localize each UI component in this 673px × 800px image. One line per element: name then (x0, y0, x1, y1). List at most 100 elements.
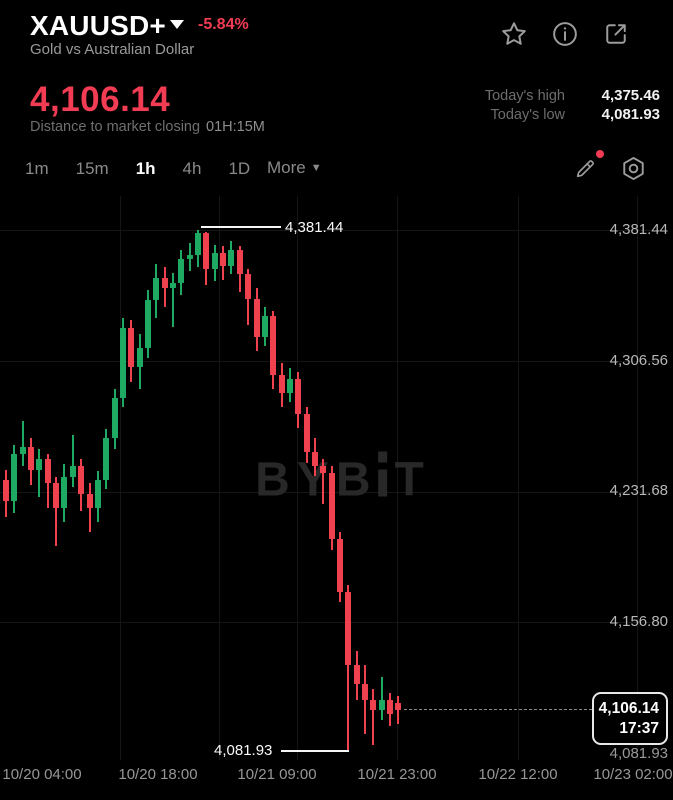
candle-body (44, 459, 51, 484)
symbol-subtitle: Gold vs Australian Dollar (30, 41, 195, 58)
today-high-value: 4,375.46 (601, 87, 660, 104)
timeframe-tab-1m[interactable]: 1m (25, 159, 49, 178)
chart-settings-gear-icon[interactable] (620, 155, 645, 181)
candle-body (220, 253, 227, 266)
more-timeframes-button[interactable]: More ▼ (267, 158, 322, 178)
candle-body (86, 493, 93, 508)
candle-body (144, 300, 151, 348)
candle-wick (322, 459, 325, 505)
symbol-dropdown-caret-icon[interactable] (170, 20, 184, 29)
candle-body (387, 699, 394, 714)
candle-body (69, 466, 76, 477)
today-low-row: Today's low 4,081.93 (491, 106, 661, 123)
grid-line-horizontal (0, 230, 660, 231)
grid-line-vertical (397, 196, 398, 760)
grid-line-horizontal (0, 361, 660, 362)
today-high-row: Today's high 4,375.46 (485, 87, 660, 104)
watermark-i-glyph (378, 451, 388, 497)
badge-price: 4,106.14 (598, 699, 659, 717)
candle-body (286, 378, 293, 393)
y-axis-label: 4,231.68 (609, 482, 668, 499)
candle-body (103, 438, 110, 480)
today-low-value: 4,081.93 (601, 106, 660, 123)
candle-body (303, 413, 310, 453)
candle-wick (172, 272, 174, 327)
candle-body (111, 398, 118, 439)
notification-dot (596, 150, 604, 158)
info-icon[interactable] (551, 20, 579, 48)
candle-body (19, 446, 26, 454)
y-axis-label: 4,381.44 (609, 221, 668, 238)
x-axis-label: 10/23 02:00 (593, 766, 673, 783)
candle-body (11, 453, 18, 501)
high-annotation-label: 4,381.44 (285, 219, 344, 236)
candle-body (320, 466, 327, 474)
y-axis-label: 4,156.80 (609, 612, 668, 630)
price-change-percent: -5.84% (198, 16, 249, 33)
candle-body (362, 683, 369, 700)
badge-time: 17:37 (619, 719, 659, 737)
candle-body (153, 277, 160, 301)
candle-body (178, 258, 185, 284)
candle-body (195, 232, 202, 256)
candle-wick (88, 483, 91, 533)
chevron-down-icon: ▼ (310, 162, 322, 174)
x-axis-label: 10/22 12:00 (478, 766, 558, 783)
candle-body (378, 699, 385, 711)
x-axis-label: 10/21 23:00 (357, 766, 437, 783)
candle-wick (21, 420, 24, 467)
candle-wick (397, 696, 400, 724)
candle-body (345, 591, 352, 665)
candle-body (186, 255, 193, 259)
candle-body (119, 328, 126, 399)
candle-body (78, 466, 85, 494)
candle-body (236, 249, 243, 275)
candle-body (228, 249, 235, 266)
draw-tool-icon[interactable] (573, 156, 598, 181)
candle-body (211, 253, 218, 270)
grid-line-vertical (637, 196, 638, 760)
market-closing-info: Distance to market closing 01H:15M (30, 119, 265, 135)
candle-body (245, 274, 252, 299)
candle-body (278, 375, 285, 393)
candle-body (370, 699, 377, 711)
timeframe-tab-15m[interactable]: 15m (75, 159, 109, 178)
closing-label: Distance to market closing (30, 119, 201, 135)
y-axis-label: 4,306.56 (609, 351, 668, 369)
today-high-low-panel: Today's high 4,375.46 Today's low 4,081.… (485, 87, 660, 123)
symbol-title[interactable]: XAUUSD+ (30, 10, 166, 41)
x-axis-label: 10/21 09:00 (237, 766, 317, 783)
candle-body (295, 378, 302, 414)
candle-wick (71, 434, 74, 487)
candle-wick (380, 676, 383, 721)
candle-body (253, 298, 260, 338)
bybit-watermark: BYB T (255, 451, 431, 507)
favorite-star-icon[interactable] (500, 20, 528, 48)
high-annotation-line (201, 226, 281, 228)
candle-body (94, 479, 101, 508)
candle-body (170, 283, 176, 289)
low-annotation-line (281, 750, 349, 752)
grid-line-vertical (120, 196, 121, 760)
candle-body (270, 316, 277, 376)
candle-body (337, 539, 343, 592)
candle-body (36, 459, 43, 470)
grid-line-vertical (518, 196, 519, 760)
candle-body (311, 452, 318, 467)
share-icon[interactable] (602, 20, 630, 48)
candle-body (128, 328, 135, 367)
candle-wick (364, 664, 367, 735)
candle-body (28, 446, 35, 470)
closing-countdown: 01H:15M (206, 119, 265, 135)
more-label: More (267, 158, 306, 177)
candle-body (61, 476, 68, 508)
timeframe-tab-4h[interactable]: 4h (182, 159, 202, 178)
low-annotation-label: 4,081.93 (214, 742, 273, 759)
candle-body (203, 232, 210, 270)
timeframe-tab-1h[interactable]: 1h (135, 159, 156, 178)
x-axis-label: 10/20 04:00 (2, 766, 82, 783)
today-high-label: Today's high (484, 88, 565, 104)
timeframe-tab-1D[interactable]: 1D (228, 159, 251, 178)
